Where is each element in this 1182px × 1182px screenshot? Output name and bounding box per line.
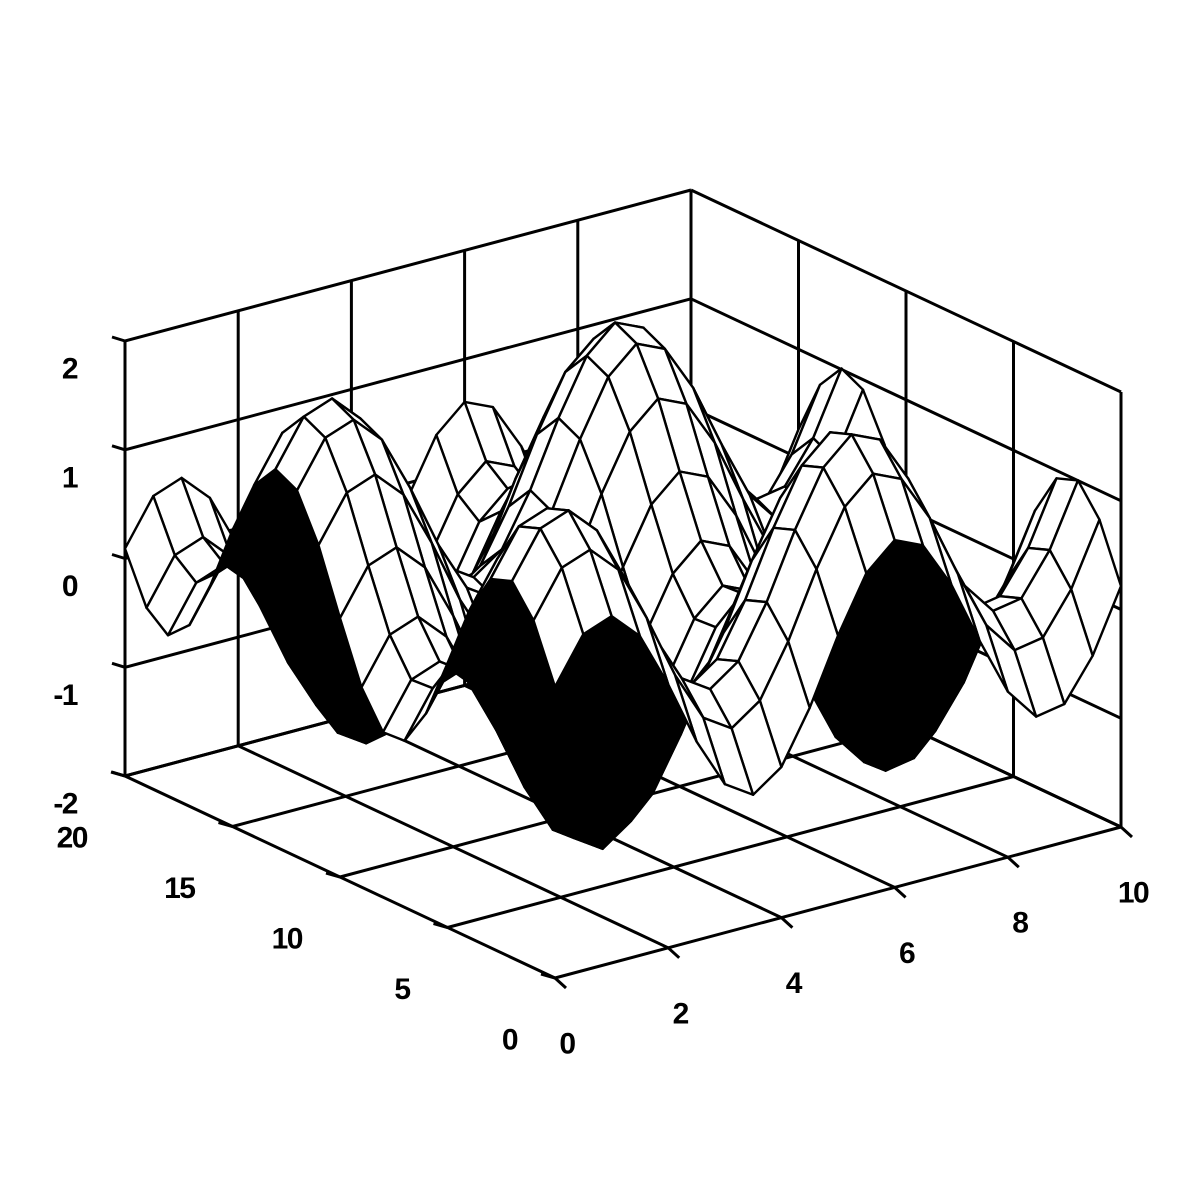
x-tick-mark — [1119, 825, 1134, 839]
z-tick-label: -1 — [53, 679, 77, 712]
x-tick-label: 2 — [673, 997, 689, 1030]
x-tick-mark — [667, 946, 681, 959]
x-tick-label: 8 — [1012, 907, 1028, 940]
z-tick-label: 0 — [62, 570, 78, 603]
x-tick-mark — [553, 976, 568, 990]
y-tick-label: 20 — [57, 822, 88, 855]
x-tick-label: 0 — [559, 1028, 575, 1061]
x-tick-mark — [893, 886, 907, 899]
x-tick-label: 4 — [786, 967, 803, 1000]
y-tick-mark — [433, 922, 448, 929]
z-tick-mark — [111, 553, 126, 560]
z-tick-mark — [111, 770, 126, 778]
back-wall-gridline-z — [124, 188, 692, 343]
side-wall-gridline-z — [690, 188, 1122, 394]
tick-labels: 0 2 4 6 8 10 0 5 10 15 20-2 -1 0 1 2 — [53, 353, 1150, 1061]
y-tick-mark — [218, 821, 233, 828]
floor-gridline-y — [447, 775, 1014, 929]
z-tick-label: -2 — [53, 788, 77, 821]
surface-mesh — [123, 321, 1123, 850]
y-tick-mark — [540, 972, 556, 980]
x-tick-mark — [780, 916, 794, 929]
side-wall-gridline-z — [690, 297, 1122, 503]
y-tick-label: 15 — [164, 872, 195, 905]
x-tick-mark — [1006, 856, 1020, 869]
back-wall-gridline-z — [124, 297, 692, 452]
surface-patch — [532, 566, 585, 688]
z-tick-mark — [111, 335, 126, 343]
z-tick-label: 2 — [62, 353, 78, 386]
z-tick-label: 1 — [62, 461, 78, 494]
y-tick-label: 5 — [394, 973, 410, 1006]
z-tick-mark — [111, 661, 126, 669]
x-tick-label: 10 — [1118, 877, 1149, 910]
y-tick-label: 0 — [502, 1024, 518, 1057]
y-tick-mark — [325, 871, 341, 879]
z-tick-mark — [111, 444, 126, 452]
x-tick-label: 6 — [899, 937, 915, 970]
y-tick-label: 10 — [272, 923, 303, 956]
floor-gridline-y — [554, 825, 1122, 980]
